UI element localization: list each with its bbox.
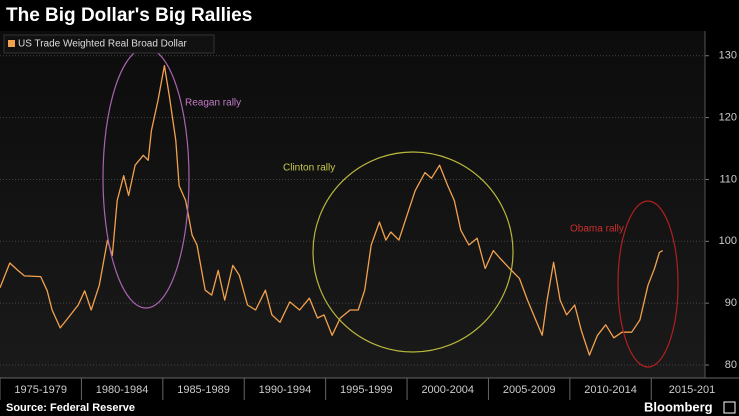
x-tick-label: 1980-1984	[96, 384, 149, 396]
annotation: Reagan rally	[185, 98, 241, 109]
x-tick-label: 1985-1989	[177, 384, 230, 396]
legend	[3, 34, 215, 54]
x-tick-label: 2000-2004	[421, 384, 474, 396]
x-tick-label: 1995-1999	[340, 384, 393, 396]
x-tick-label: 2005-2009	[503, 384, 556, 396]
y-tick-label: 80	[725, 359, 737, 371]
legend-label: US Trade Weighted Real Broad Dollar	[18, 39, 187, 50]
x-tick-label: 1990-1994	[259, 384, 312, 396]
chart-title: The Big Dollar's Big Rallies	[6, 5, 252, 26]
y-tick-label: 100	[719, 235, 737, 247]
x-tick-label: 1975-1979	[14, 384, 67, 396]
line	[0, 64, 664, 356]
plot-area	[0, 31, 705, 378]
brand: Bloomberg	[644, 399, 713, 414]
y-tick-label: 130	[719, 50, 737, 62]
y-tick-label: 110	[719, 173, 737, 185]
brand-icon	[723, 401, 736, 414]
legend-swatch	[8, 40, 15, 47]
source: Source: Federal Reserve	[6, 402, 135, 414]
annotation: Clinton rally	[283, 163, 335, 174]
obama-ellipse	[617, 200, 679, 368]
clinton-ellipse	[312, 151, 514, 353]
x-tick-label: 2010-2014	[584, 384, 637, 396]
annotation: Obama rally	[570, 224, 624, 235]
y-tick-label: 120	[719, 112, 737, 124]
x-tick-label: 2015-201	[669, 384, 716, 396]
y-tick-label: 90	[725, 297, 737, 309]
